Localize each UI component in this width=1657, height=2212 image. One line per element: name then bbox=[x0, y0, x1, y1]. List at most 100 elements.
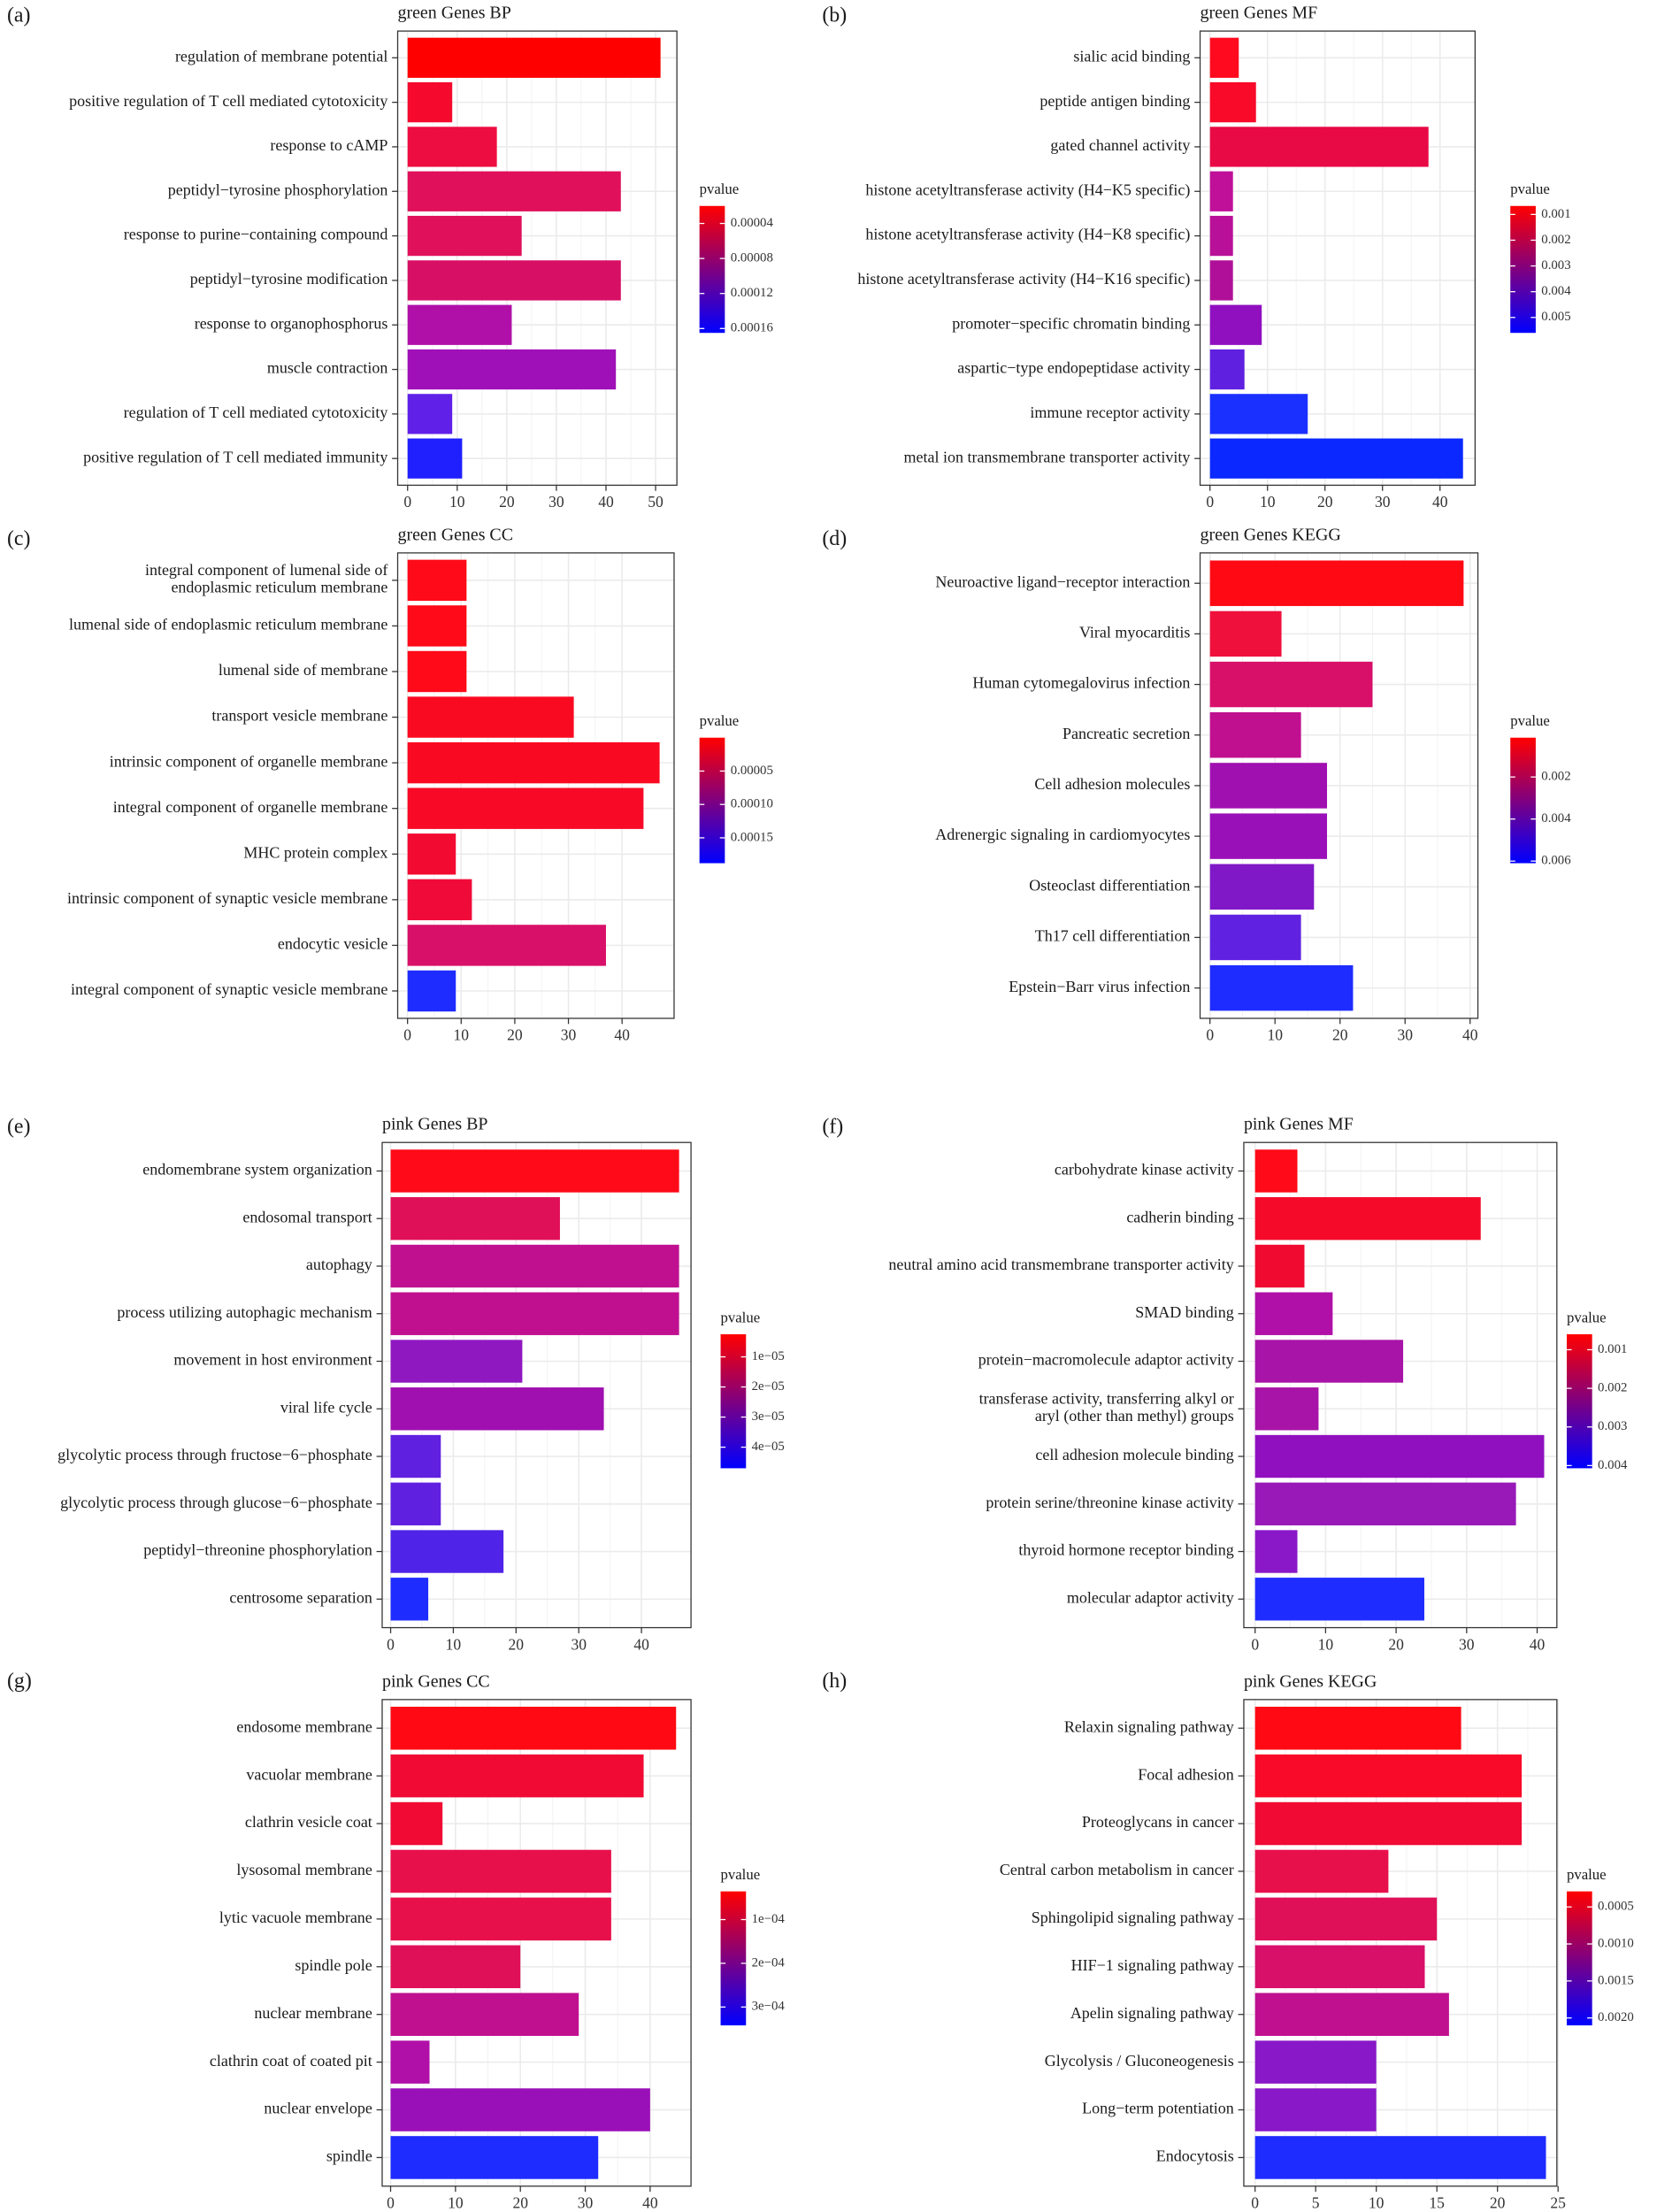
bar bbox=[390, 1387, 604, 1431]
x-tick-label: 15 bbox=[1429, 2194, 1445, 2212]
panel: (a) green Genes BP 0 10 20 30 40 50 regulation o… bbox=[7, 4, 773, 511]
y-tick-label: Long−term potentiation bbox=[1082, 2100, 1234, 2117]
y-tick-label: Sphingolipid signaling pathway bbox=[1032, 1909, 1234, 1926]
colorbar-label: 0.00012 bbox=[731, 286, 773, 300]
x-tick-label: 30 bbox=[571, 1635, 587, 1653]
bar bbox=[1209, 349, 1245, 390]
y-tick-label: Th17 cell differentiation bbox=[1035, 927, 1191, 945]
x-tick-label: 40 bbox=[642, 2194, 658, 2212]
y-tick-label: promoter−specific chromatin binding bbox=[952, 314, 1190, 332]
bar bbox=[1254, 1197, 1481, 1240]
x-tick-label: 0 bbox=[1206, 1026, 1214, 1044]
legend-title: pvalue bbox=[721, 1866, 761, 1883]
bar bbox=[1254, 1292, 1333, 1335]
y-tick-label: neutral amino acid transmembrane transpo… bbox=[888, 1256, 1233, 1273]
y-tick-label: peptide antigen binding bbox=[1039, 92, 1190, 110]
bar bbox=[1254, 1244, 1305, 1288]
x-tick-label: 0 bbox=[387, 1635, 395, 1653]
panel-label: (h) bbox=[822, 1670, 847, 1693]
y-tick-label: endocytic vesicle bbox=[278, 935, 387, 953]
x-tick-label: 10 bbox=[1260, 493, 1276, 511]
bar bbox=[390, 1197, 560, 1240]
y-tick-label: peptidyl−tyrosine phosphorylation bbox=[168, 180, 388, 198]
bar bbox=[1209, 394, 1308, 434]
y-tick-label: integral component of synaptic vesicle m… bbox=[71, 980, 387, 998]
x-tick-label: 10 bbox=[1369, 2194, 1385, 2212]
colorbar bbox=[699, 737, 725, 864]
bar bbox=[407, 925, 606, 966]
y-tick-label: Cell adhesion molecules bbox=[1034, 775, 1190, 793]
bar bbox=[407, 741, 660, 784]
x-tick-label: 10 bbox=[448, 2194, 464, 2212]
panel: (h) pink Genes KEGG 0 5 10 15 20 25 Relaxin sign… bbox=[822, 1670, 1633, 2211]
x-tick-label: 0 bbox=[1251, 2194, 1259, 2212]
x-tick-label: 40 bbox=[1432, 493, 1448, 511]
y-tick-label: positive regulation of T cell mediated c… bbox=[69, 92, 387, 110]
y-tick-label: gated channel activity bbox=[1050, 136, 1190, 154]
x-tick-label: 20 bbox=[512, 2194, 528, 2212]
x-tick-label: 30 bbox=[548, 493, 564, 511]
colorbar bbox=[720, 1333, 747, 1469]
panel-label: (d) bbox=[822, 527, 847, 550]
y-tick-label: nuclear membrane bbox=[254, 2004, 372, 2022]
y-tick-label: lumenal side of membrane bbox=[219, 661, 387, 679]
y-tick-label: centrosome separation bbox=[229, 1588, 372, 1606]
bar bbox=[390, 1897, 611, 1941]
bar bbox=[1254, 2088, 1377, 2131]
y-tick-label: lysosomal membrane bbox=[236, 1861, 372, 1878]
panel-title: pink Genes KEGG bbox=[1244, 1671, 1377, 1691]
bar bbox=[390, 1849, 611, 1893]
y-tick-label: regulation of T cell mediated cytotoxici… bbox=[124, 403, 388, 421]
bar bbox=[1209, 304, 1262, 345]
y-tick-label: MHC protein complex bbox=[243, 843, 387, 861]
legend-title: pvalue bbox=[1567, 1309, 1607, 1325]
panel-label: (f) bbox=[822, 1116, 843, 1139]
colorbar-label: 0.003 bbox=[1541, 258, 1570, 273]
colorbar-label: 0.00016 bbox=[731, 321, 773, 335]
bar bbox=[407, 650, 467, 693]
bar bbox=[1254, 1149, 1298, 1193]
y-tick-label: Glycolysis / Gluconeogenesis bbox=[1045, 2052, 1234, 2070]
bar bbox=[1254, 1434, 1545, 1479]
panel: (e) pink Genes BP 0 10 20 30 40 endomembrane sy… bbox=[7, 1115, 785, 1654]
bar bbox=[407, 787, 644, 829]
bar bbox=[1209, 914, 1301, 961]
panel: (b) green Genes MF 0 10 20 30 40 sialic acid bi… bbox=[822, 4, 1571, 511]
bar bbox=[407, 970, 456, 1012]
bar bbox=[390, 1754, 644, 1798]
y-tick-label: positive regulation of T cell mediated i… bbox=[83, 448, 387, 465]
colorbar bbox=[1510, 737, 1536, 864]
bar bbox=[1254, 1578, 1424, 1621]
y-tick-label: metal ion transmembrane transporter acti… bbox=[903, 448, 1190, 465]
bar bbox=[390, 1530, 504, 1573]
bar bbox=[1254, 1706, 1461, 1750]
panel-label: (c) bbox=[7, 527, 31, 550]
colorbar-label: 1e−05 bbox=[752, 1349, 785, 1363]
colorbar-label: 0.002 bbox=[1598, 1380, 1627, 1394]
x-tick-label: 40 bbox=[614, 1026, 630, 1044]
bar bbox=[1254, 1897, 1438, 1941]
y-tick-label: glycolytic process through glucose−6−pho… bbox=[60, 1494, 372, 1511]
y-tick-label: molecular adaptor activity bbox=[1067, 1588, 1234, 1606]
bar bbox=[390, 1706, 677, 1750]
bar bbox=[390, 1993, 579, 2036]
bar bbox=[407, 879, 472, 921]
x-tick-label: 10 bbox=[446, 1635, 462, 1653]
bar bbox=[1254, 1801, 1523, 1846]
panel-title: green Genes CC bbox=[398, 525, 513, 544]
x-tick-label: 40 bbox=[1462, 1026, 1478, 1044]
plot-border bbox=[396, 552, 675, 1019]
bar bbox=[407, 349, 617, 390]
colorbar-label: 0.004 bbox=[1541, 284, 1571, 298]
bar bbox=[1209, 964, 1354, 1011]
y-tick-label: protein−macromolecule adaptor activity bbox=[978, 1351, 1234, 1369]
y-tick-label: lytic vacuole membrane bbox=[219, 1909, 372, 1926]
bar bbox=[390, 1801, 443, 1846]
plot-border bbox=[1199, 30, 1477, 487]
y-tick-label: peptidyl−tyrosine modification bbox=[190, 270, 388, 288]
x-tick-label: 10 bbox=[449, 493, 465, 511]
panel-title: green Genes MF bbox=[1201, 4, 1318, 23]
bar bbox=[1209, 37, 1239, 78]
colorbar bbox=[699, 205, 725, 334]
